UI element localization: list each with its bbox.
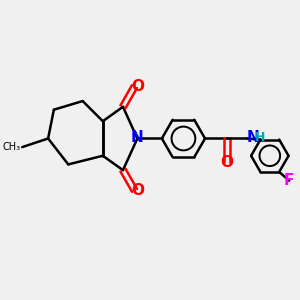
Text: N: N [247,130,260,145]
Text: CH₃: CH₃ [3,142,21,152]
Text: O: O [131,79,144,94]
Text: O: O [220,155,233,170]
Text: F: F [284,173,294,188]
Text: N: N [131,130,144,145]
Text: O: O [131,183,144,198]
Text: H: H [255,130,265,143]
